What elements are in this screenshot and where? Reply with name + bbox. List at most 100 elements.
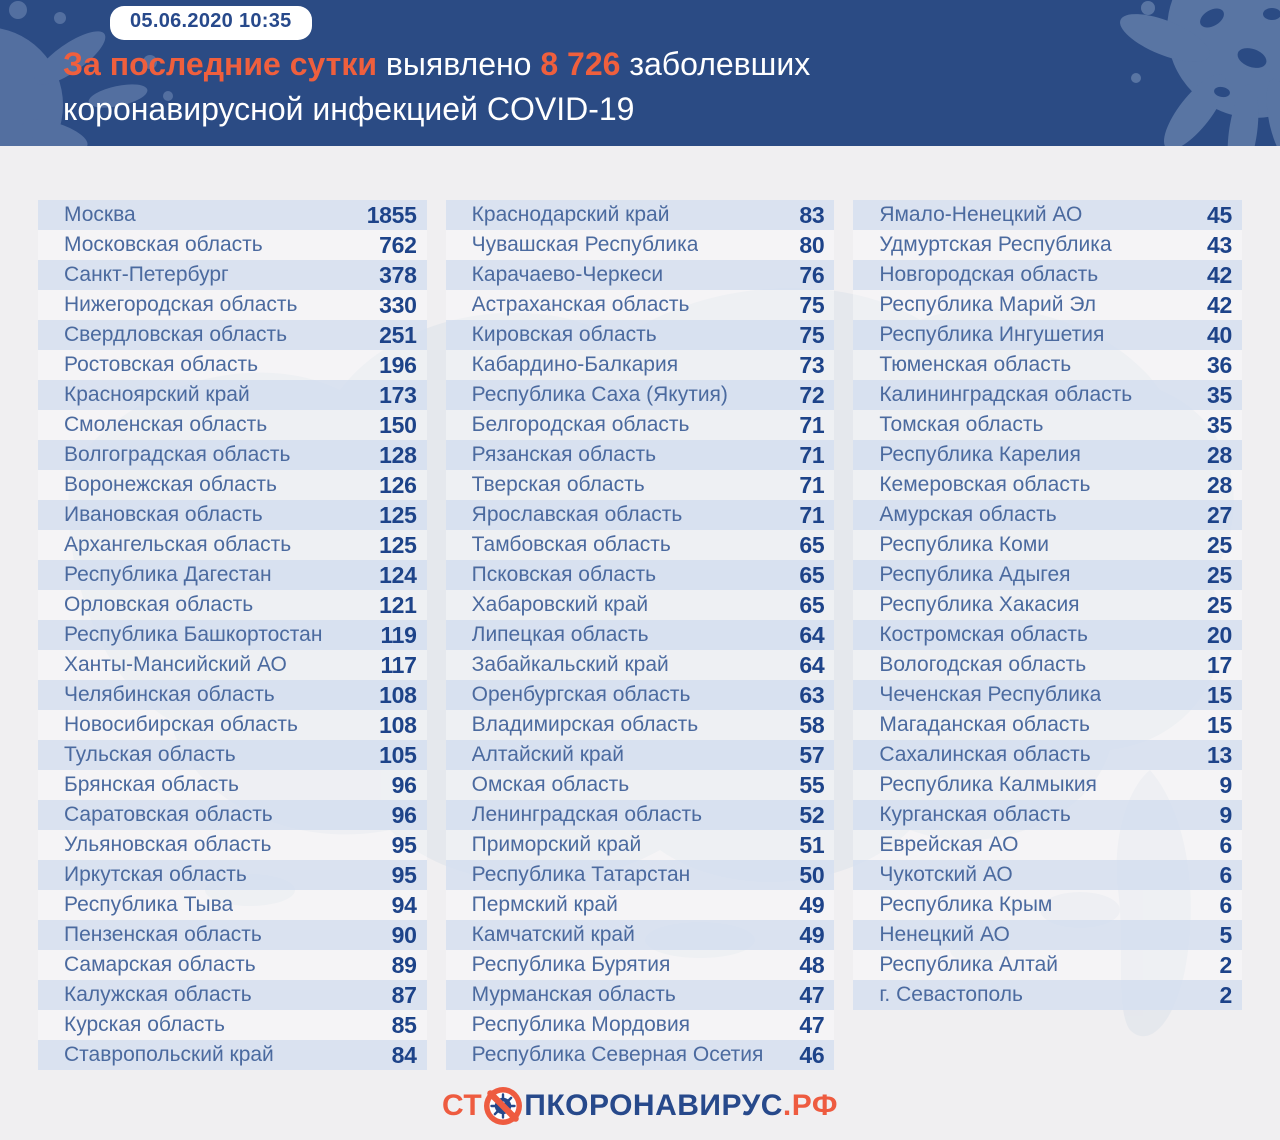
- region-value: 1855: [366, 201, 417, 228]
- table-row: Воронежская область 126: [38, 470, 427, 500]
- region-value: 20: [1207, 621, 1232, 648]
- region-value: 42: [1207, 261, 1232, 288]
- region-name: Республика Алтай: [879, 953, 1058, 976]
- table-row: Мурманская область 47: [445, 980, 835, 1010]
- title-segment: заболевших: [620, 46, 811, 82]
- region-value: 94: [391, 891, 417, 918]
- region-name: Республика Башкортостан: [64, 623, 323, 646]
- table-row: Волгоградская область 128: [38, 440, 427, 470]
- region-value: 48: [799, 951, 825, 978]
- region-value: 58: [799, 711, 825, 738]
- region-name: Чеченская Республика: [879, 683, 1102, 706]
- region-name: Магаданская область: [879, 713, 1090, 736]
- region-name: Пермский край: [471, 893, 618, 916]
- region-value: 9: [1219, 771, 1232, 798]
- region-name: Республика Ингушетия: [879, 323, 1105, 346]
- region-name: Ненецкий АО: [879, 923, 1010, 946]
- region-name: Республика Адыгея: [879, 563, 1071, 586]
- table-row: Тверская область 71: [445, 470, 835, 500]
- region-value: 105: [379, 741, 417, 768]
- table-row: Санкт-Петербург 378: [38, 260, 427, 290]
- region-name: Ярославская область: [471, 503, 683, 526]
- region-value: 49: [799, 921, 825, 948]
- region-value: 6: [1219, 891, 1232, 918]
- footer: СТ ПКОРОНАВИРУС .РФ: [0, 1084, 1280, 1128]
- table-row: Удмуртская Республика 43: [853, 230, 1242, 260]
- region-value: 6: [1219, 861, 1232, 888]
- table-row: Омская область 55: [445, 770, 835, 800]
- region-name: Алтайский край: [471, 743, 624, 766]
- table-row: Нижегородская область 330: [38, 290, 427, 320]
- table-row: Кабардино-Балкария 73: [445, 350, 835, 380]
- table-row: Пензенская область 90: [38, 920, 427, 950]
- region-value: 65: [799, 591, 825, 618]
- region-name: Приморский край: [471, 833, 642, 856]
- region-value: 251: [379, 321, 417, 348]
- region-name: Курганская область: [879, 803, 1071, 826]
- region-value: 28: [1207, 441, 1232, 468]
- region-name: Ханты-Мансийский АО: [64, 653, 287, 676]
- title-segment: За последние сутки: [63, 46, 378, 82]
- region-name: Чукотский АО: [879, 863, 1013, 886]
- region-name: Республика Марий Эл: [879, 293, 1096, 316]
- region-value: 64: [799, 621, 825, 648]
- table-row: Оренбургская область 63: [445, 680, 835, 710]
- region-value: 108: [379, 681, 417, 708]
- region-name: Республика Калмыкия: [879, 773, 1097, 796]
- region-name: Калужская область: [64, 983, 252, 1006]
- table-row: Курская область 85: [38, 1010, 427, 1040]
- region-value: 90: [391, 921, 417, 948]
- region-value: 65: [799, 561, 825, 588]
- region-name: Республика Карелия: [879, 443, 1081, 466]
- table-row: Чувашская Республика 80: [445, 230, 835, 260]
- region-name: Орловская область: [64, 593, 254, 616]
- region-value: 150: [379, 411, 417, 438]
- region-value: 95: [391, 861, 417, 888]
- region-name: Рязанская область: [471, 443, 657, 466]
- region-value: 96: [391, 771, 417, 798]
- table-row: Ненецкий АО 5: [853, 920, 1242, 950]
- region-value: 45: [1207, 201, 1232, 228]
- region-name: Амурская область: [879, 503, 1057, 526]
- region-value: 2: [1219, 951, 1232, 978]
- region-value: 125: [379, 501, 417, 528]
- region-name: Белгородская область: [471, 413, 690, 436]
- region-name: Республика Северная Осетия: [471, 1043, 764, 1066]
- region-value: 96: [391, 801, 417, 828]
- table-row: Приморский край 51: [445, 830, 835, 860]
- region-name: Красноярский край: [64, 383, 250, 406]
- table-column-1: Москва 1855 Московская область 762 Санкт-Пет…: [38, 200, 427, 1070]
- table-row: Республика Татарстан 50: [445, 860, 835, 890]
- region-name: Тверская область: [471, 473, 645, 496]
- region-value: 95: [391, 831, 417, 858]
- region-name: Липецкая область: [471, 623, 649, 646]
- region-name: Волгоградская область: [64, 443, 291, 466]
- region-name: Оренбургская область: [471, 683, 691, 706]
- table-row: Пермский край 49: [445, 890, 835, 920]
- region-name: Удмуртская Республика: [879, 233, 1112, 256]
- table-row: Чеченская Республика 15: [853, 680, 1242, 710]
- region-value: 46: [799, 1041, 825, 1068]
- table-row: Забайкальский край 64: [445, 650, 835, 680]
- table-row: Ярославская область 71: [445, 500, 835, 530]
- table-row: Псковская область 65: [445, 560, 835, 590]
- table-row: Хабаровский край 65: [445, 590, 835, 620]
- region-value: 119: [380, 621, 417, 648]
- region-name: Московская область: [64, 233, 263, 256]
- region-value: 71: [799, 471, 825, 498]
- region-name: Брянская область: [64, 773, 239, 796]
- region-name: Республика Дагестан: [64, 563, 272, 586]
- region-name: Санкт-Петербург: [64, 263, 229, 286]
- table-row: Красноярский край 173: [38, 380, 427, 410]
- region-name: Тульская область: [64, 743, 236, 766]
- table-row: Республика Коми 25: [853, 530, 1242, 560]
- region-value: 71: [799, 441, 825, 468]
- table-row: Брянская область 96: [38, 770, 427, 800]
- region-name: Мурманская область: [471, 983, 676, 1006]
- region-value: 35: [1207, 381, 1232, 408]
- table-row: Магаданская область 15: [853, 710, 1242, 740]
- table-row: Челябинская область 108: [38, 680, 427, 710]
- table-row: Вологодская область 17: [853, 650, 1242, 680]
- region-value: 5: [1219, 921, 1232, 948]
- stopcoronavirus-logo: СТ ПКОРОНАВИРУС .РФ: [442, 1086, 838, 1126]
